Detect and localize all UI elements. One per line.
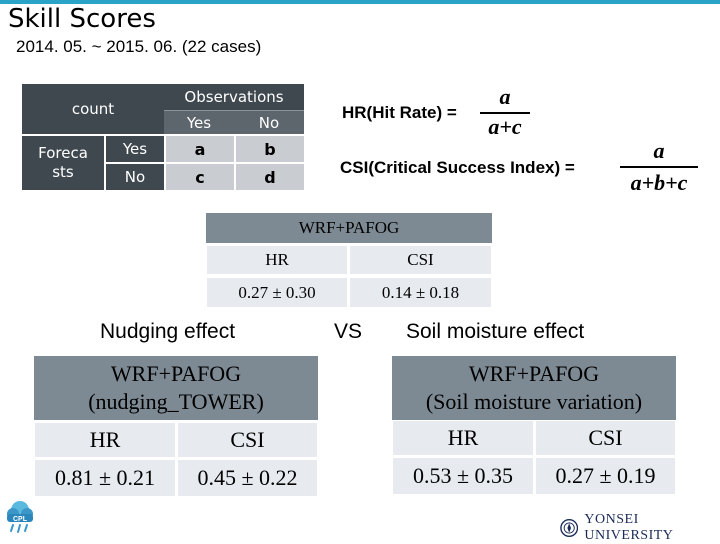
hr-numerator: a — [499, 84, 511, 109]
csi-formula-label: CSI(Critical Success Index) = — [340, 158, 575, 177]
soil-header-line2: (Soil moisture variation) — [425, 389, 643, 414]
fc-yes-label: Yes — [122, 140, 148, 158]
obs-yes-label: Yes — [186, 113, 212, 132]
yonsei-university-text: YONSEI UNIVERSITY — [584, 512, 674, 543]
page-title: Skill Scores — [8, 4, 156, 34]
forecasts-label: Foreca sts — [38, 144, 88, 181]
soil-hr-header: HR — [392, 420, 534, 456]
cell-d-value: d — [264, 167, 276, 187]
vs-label: VS — [334, 320, 363, 343]
nudging-hr-value: 0.81 ± 0.21 — [34, 459, 176, 497]
soil-csi-header: CSI — [535, 420, 676, 456]
cell-c: c — [166, 164, 234, 190]
nudging-hr-header: HR — [34, 422, 176, 458]
top-csi-value: 0.14 ± 0.18 — [349, 277, 492, 308]
fc-no-header: No — [106, 164, 164, 190]
fc-yes-header: Yes — [106, 136, 164, 162]
obs-no-label: No — [258, 113, 280, 132]
nudging-table-header: WRF+PAFOG (nudging_TOWER) — [34, 356, 318, 420]
cpl-logo: CPL — [7, 501, 33, 533]
nudging-csi-value: 0.45 ± 0.22 — [177, 459, 318, 497]
obs-yes-header: Yes — [164, 110, 234, 134]
soil-header-line1: WRF+PAFOG — [468, 361, 600, 386]
top-csi-header: CSI — [349, 245, 492, 275]
csi-fraction-line — [620, 166, 698, 168]
obs-no-header: No — [234, 110, 304, 134]
soil-hr-value: 0.53 ± 0.35 — [392, 457, 534, 495]
csi-denominator: a+b+c — [630, 170, 688, 195]
wrf-pafog-header: WRF+PAFOG — [206, 213, 492, 243]
cpl-logo-text: CPL — [13, 516, 28, 523]
cell-d: d — [236, 164, 304, 190]
cell-b: b — [236, 136, 304, 162]
cell-c-value: c — [195, 167, 205, 187]
soil-csi-value: 0.27 ± 0.19 — [535, 457, 676, 495]
yonsei-logo: YONSEI UNIVERSITY — [560, 512, 720, 544]
csi-numerator: a — [653, 138, 665, 163]
fc-no-label: No — [124, 168, 146, 186]
cell-a: a — [166, 136, 234, 162]
top-hr-header: HR — [206, 245, 348, 275]
nudging-header-line2: (nudging_TOWER) — [88, 389, 264, 414]
nudging-effect-label: Nudging effect — [100, 320, 236, 343]
top-accent-bar — [0, 0, 720, 4]
page-subtitle: 2014. 05. ~ 2015. 06. (22 cases) — [16, 37, 262, 56]
count-label: count — [71, 100, 115, 118]
soil-moisture-effect-label: Soil moisture effect — [406, 320, 585, 343]
hr-denominator: a+c — [488, 114, 522, 139]
hr-formula-label: HR(Hit Rate) = — [342, 103, 457, 122]
nudging-csi-header: CSI — [177, 422, 318, 458]
cell-a-value: a — [194, 139, 206, 159]
observations-label: Observations — [184, 88, 284, 106]
observations-header: Observations — [164, 84, 304, 110]
hr-fraction-line — [480, 112, 530, 114]
count-cell: count — [22, 84, 164, 134]
yonsei-seal-icon — [560, 519, 579, 537]
cell-b-value: b — [264, 139, 276, 159]
soil-table-header: WRF+PAFOG (Soil moisture variation) — [392, 356, 676, 420]
nudging-header-line1: WRF+PAFOG — [110, 361, 242, 386]
forecasts-header: Foreca sts — [22, 136, 104, 190]
top-hr-value: 0.27 ± 0.30 — [206, 277, 348, 308]
